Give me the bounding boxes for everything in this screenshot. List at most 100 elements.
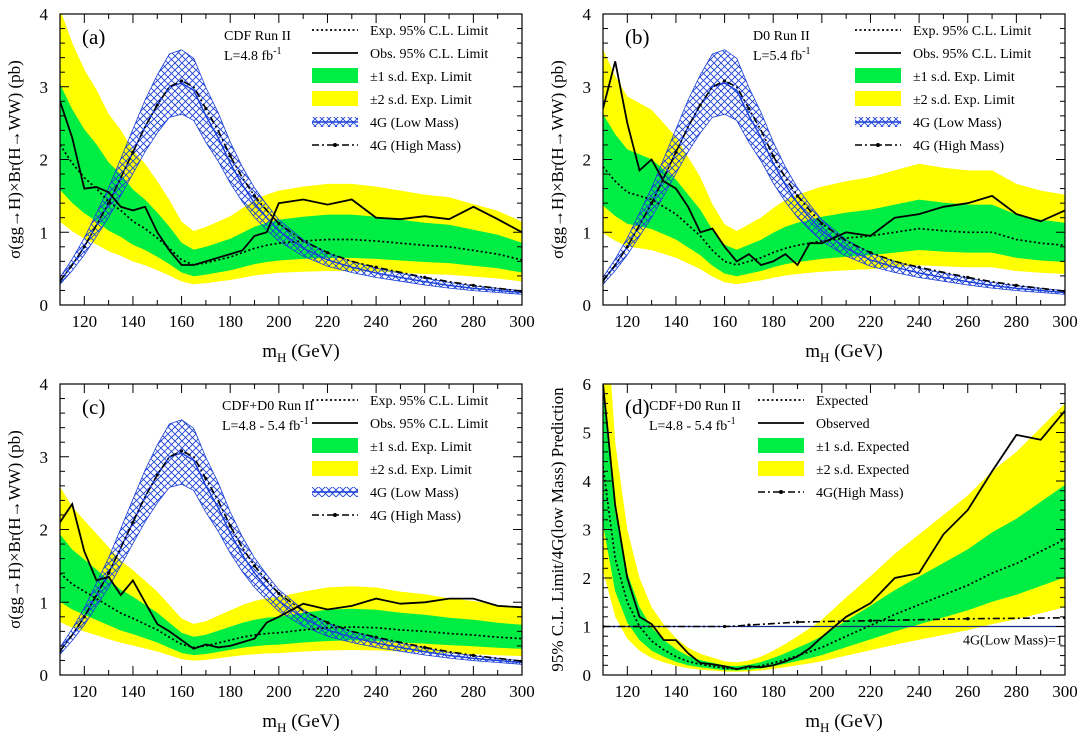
observed-line bbox=[60, 101, 522, 266]
luminosity-label: L=4.8 fb-1 bbox=[224, 46, 281, 64]
y-tick-label: 0 bbox=[583, 666, 592, 685]
high-mass-point bbox=[107, 571, 111, 575]
x-tick-label: 140 bbox=[663, 682, 689, 701]
legend-item: 4G (High Mass) bbox=[855, 139, 1004, 154]
legend-item: Obs. 95% C.L. Limit bbox=[312, 47, 488, 62]
high-mass-point bbox=[423, 645, 427, 649]
x-tick-label: 180 bbox=[760, 312, 786, 331]
low-mass-hatched-band bbox=[603, 49, 1065, 295]
high-mass-point bbox=[228, 154, 232, 158]
high-mass-point bbox=[325, 251, 330, 255]
legend-label: Exp. 95% C.L. Limit bbox=[913, 24, 1031, 39]
legend-item: Exp. 95% C.L. Limit bbox=[312, 394, 488, 409]
y-tick-label: 2 bbox=[583, 151, 592, 170]
x-tick-label: 240 bbox=[363, 682, 389, 701]
high-mass-point bbox=[747, 623, 751, 627]
legend-swatch bbox=[312, 91, 358, 106]
panel-a: 120 140 160 180 200 220 240 260 280 300 0 1 2 3 4 mH (G… bbox=[5, 5, 535, 365]
y-tick-label: 1 bbox=[40, 223, 49, 242]
legend-swatch bbox=[312, 68, 358, 83]
high-mass-point bbox=[722, 624, 727, 629]
legend-item: Expected bbox=[758, 394, 868, 409]
legend-item: ±2 s.d. Exp. Limit bbox=[312, 461, 472, 478]
expected-line bbox=[603, 466, 1065, 670]
x-axis-label-unit: (GeV) bbox=[286, 341, 339, 362]
high-mass-line bbox=[603, 80, 1065, 292]
x-tick-label: 120 bbox=[615, 312, 641, 331]
legend-swatch-point bbox=[876, 143, 880, 147]
legend-label: Obs. 95% C.L. Limit bbox=[370, 417, 488, 432]
panel-d: 120 140 160 180 200 220 240 260 280 300 0 1 2 3 4 5 6 mH … bbox=[548, 375, 1078, 735]
x-axis-label: mH (GeV) bbox=[805, 341, 882, 365]
x-tick-label: 280 bbox=[1004, 312, 1030, 331]
legend-item: 4G (Low Mass) bbox=[312, 116, 459, 131]
legend-swatch bbox=[312, 461, 358, 476]
high-mass-point bbox=[625, 245, 629, 249]
x-tick-label: 180 bbox=[217, 682, 243, 701]
x-tick-label: 260 bbox=[412, 682, 438, 701]
observed-line bbox=[603, 61, 1065, 267]
y-tick-label: 1 bbox=[40, 593, 49, 612]
high-mass-point bbox=[82, 245, 86, 249]
y-tick-label: 3 bbox=[583, 78, 592, 97]
legend-item: Exp. 95% C.L. Limit bbox=[312, 24, 488, 39]
high-mass-point bbox=[374, 635, 378, 639]
y-tick-label: 1 bbox=[583, 223, 592, 242]
x-tick-label: 220 bbox=[315, 312, 341, 331]
high-mass-point bbox=[325, 621, 330, 625]
legend-label: 4G (High Mass) bbox=[913, 139, 1004, 154]
x-axis-label-unit: (GeV) bbox=[829, 341, 882, 362]
legend-item: ±1 s.d. Exp. Limit bbox=[312, 68, 472, 85]
legend-item: 4G (Low Mass) bbox=[312, 486, 459, 501]
high-mass-point bbox=[771, 154, 775, 158]
x-tick-label: 160 bbox=[169, 312, 195, 331]
high-mass-point bbox=[698, 103, 702, 107]
x-axis-label: mH (GeV) bbox=[262, 341, 339, 365]
low-mass-hatched-band bbox=[60, 419, 522, 665]
low-mass-hatched-band bbox=[60, 49, 522, 295]
band-2sd bbox=[60, 14, 522, 285]
experiment-label: CDF+D0 Run II bbox=[222, 399, 314, 414]
y-tick-label: 4 bbox=[40, 5, 49, 24]
legend-swatch bbox=[855, 91, 901, 106]
plot-area bbox=[60, 14, 522, 295]
legend-label: ±2 s.d. Exp. Limit bbox=[370, 463, 472, 478]
high-mass-point bbox=[228, 524, 232, 528]
high-mass-point bbox=[131, 150, 135, 154]
band-1sd bbox=[60, 534, 522, 656]
legend-label: Observed bbox=[816, 417, 870, 432]
high-mass-point bbox=[471, 283, 475, 287]
plot-area bbox=[603, 384, 1065, 672]
x-tick-label: 120 bbox=[615, 682, 641, 701]
legend-swatch-point bbox=[779, 490, 783, 494]
legend-label: ±2 s.d. Exp. Limit bbox=[370, 93, 472, 108]
legend-label: ±1 s.d. Exp. Limit bbox=[913, 70, 1015, 85]
x-tick-label: 220 bbox=[858, 312, 884, 331]
high-mass-point bbox=[423, 275, 427, 279]
x-axis-label-m: m bbox=[805, 341, 820, 362]
high-mass-point bbox=[277, 221, 281, 226]
legend-label: ±1 s.d. Exp. Limit bbox=[370, 440, 472, 455]
panel-label: (b) bbox=[625, 25, 650, 49]
x-tick-label: 200 bbox=[809, 312, 835, 331]
high-mass-point bbox=[747, 106, 751, 111]
legend-swatch bbox=[312, 438, 358, 453]
x-tick-label: 300 bbox=[509, 682, 535, 701]
band-1sd bbox=[603, 384, 1065, 671]
high-mass-line bbox=[60, 80, 522, 292]
x-tick-label: 180 bbox=[760, 682, 786, 701]
high-mass-point bbox=[252, 194, 257, 198]
high-mass-point bbox=[966, 275, 970, 279]
high-mass-point bbox=[107, 201, 111, 205]
high-mass-point bbox=[252, 564, 257, 568]
legend-label: 4G (Low Mass) bbox=[370, 486, 459, 501]
luminosity-label: L=5.4 fb-1 bbox=[753, 46, 810, 64]
expected-line bbox=[603, 166, 1065, 266]
x-tick-label: 140 bbox=[663, 312, 689, 331]
legend-item: 4G (Low Mass) bbox=[855, 116, 1002, 131]
y-tick-label: 4 bbox=[583, 5, 592, 24]
legend-swatch bbox=[855, 68, 901, 83]
y-tick-label: 0 bbox=[40, 296, 49, 315]
luminosity-label: L=4.8 - 5.4 fb-1 bbox=[649, 416, 736, 434]
